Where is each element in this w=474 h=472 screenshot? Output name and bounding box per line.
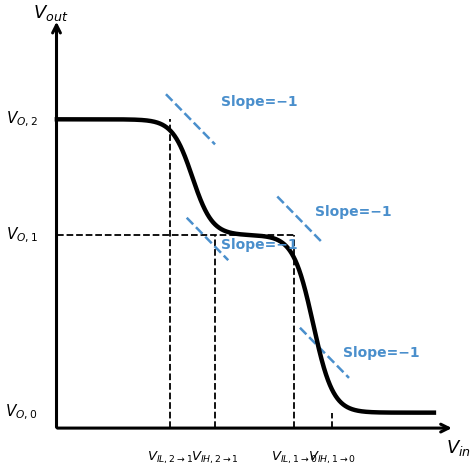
Text: $V_{O,2}$: $V_{O,2}$	[6, 110, 37, 129]
Text: $V_{IH,1\rightarrow0}$: $V_{IH,1\rightarrow0}$	[308, 449, 356, 466]
Text: $V_{IL,2\rightarrow1}$: $V_{IL,2\rightarrow1}$	[147, 449, 193, 466]
Text: $V_{IL,1\rightarrow0}$: $V_{IL,1\rightarrow0}$	[271, 449, 318, 466]
Text: Slope=−1: Slope=−1	[221, 238, 297, 252]
Text: $V_{out}$: $V_{out}$	[33, 3, 69, 23]
Text: $V_{IH,2\rightarrow1}$: $V_{IH,2\rightarrow1}$	[191, 449, 239, 466]
Text: Slope=−1: Slope=−1	[221, 95, 297, 109]
Text: $V_{O,1}$: $V_{O,1}$	[6, 226, 37, 245]
Text: Slope=−1: Slope=−1	[343, 346, 420, 360]
Text: $V_{O,0}$: $V_{O,0}$	[5, 403, 37, 422]
Text: $V_{in}$: $V_{in}$	[446, 438, 471, 458]
Text: Slope=−1: Slope=−1	[315, 205, 392, 219]
